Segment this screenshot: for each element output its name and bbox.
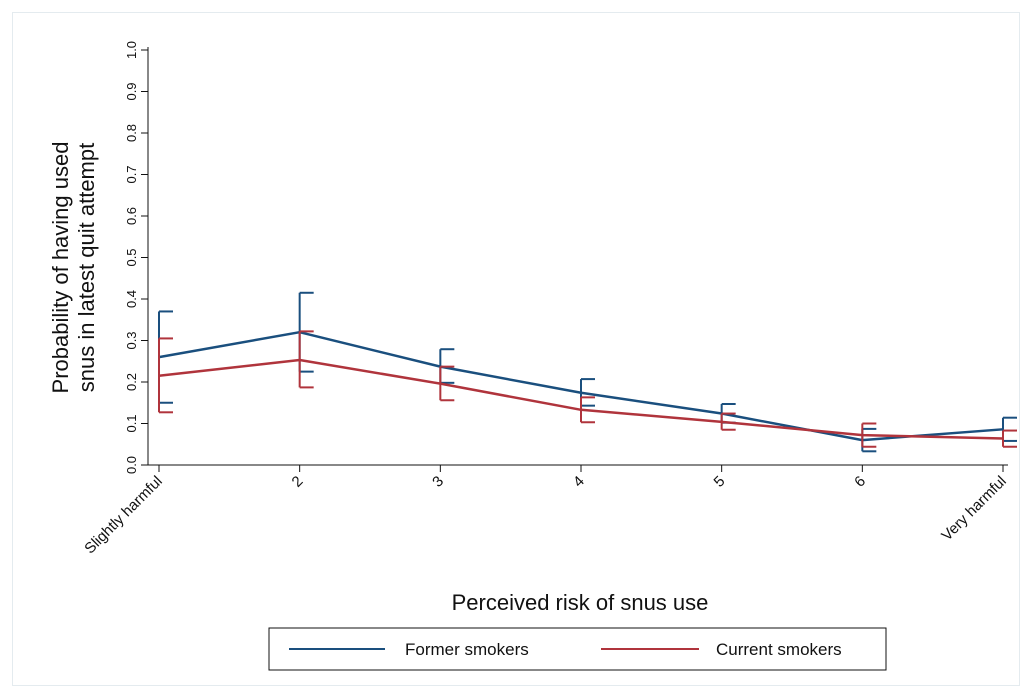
y-tick-label: 0.7 — [124, 165, 139, 183]
y-tick-label: 0.3 — [124, 331, 139, 349]
y-tick-label: 0.0 — [124, 456, 139, 474]
chart-frame: 0.0 0.1 0.2 0.3 0.4 0.5 0.6 0.7 0.8 0.9 1.0 Slight… — [12, 12, 1020, 686]
y-tick-label: 0.8 — [124, 124, 139, 142]
x-tick-label: 4 — [570, 473, 588, 491]
y-tick-label: 1.0 — [124, 41, 139, 59]
y-tick-label: 0.4 — [124, 290, 139, 308]
series-former-smokers — [158, 291, 1017, 453]
chart: 0.0 0.1 0.2 0.3 0.4 0.5 0.6 0.7 0.8 0.9 1.0 Slight… — [48, 41, 1017, 671]
y-axis-title-line-1: Probability of having used — [48, 142, 73, 394]
x-tick-label: 3 — [429, 473, 447, 491]
y-tick-label: 0.1 — [124, 414, 139, 432]
legend: Former smokers Current smokers — [268, 627, 887, 671]
plot-series — [158, 291, 1017, 453]
y-ticks: 0.0 0.1 0.2 0.3 0.4 0.5 0.6 0.7 0.8 0.9 1.0 — [124, 41, 148, 474]
y-tick-label: 0.2 — [124, 373, 139, 391]
y-tick-label: 0.5 — [124, 248, 139, 266]
x-tick-label: Very harmful — [938, 473, 1010, 545]
legend-label-current-smokers: Current smokers — [716, 640, 842, 659]
x-tick-label: 6 — [851, 473, 869, 491]
x-tick-label: 2 — [289, 473, 307, 491]
y-axis: 0.0 0.1 0.2 0.3 0.4 0.5 0.6 0.7 0.8 0.9 1.0 — [124, 41, 149, 474]
x-tick-label: 5 — [711, 473, 729, 491]
x-axis: Slightly harmful 2 3 4 5 6 Very harmful — [81, 464, 1010, 557]
x-ticks: Slightly harmful 2 3 4 5 6 Very harmful — [81, 465, 1010, 557]
x-axis-title: Perceived risk of snus use — [452, 590, 709, 615]
series-current-smokers — [158, 330, 1017, 448]
series-line — [158, 358, 1004, 440]
y-axis-title-line-2: snus in latest quit attempt — [74, 143, 99, 392]
legend-label-former-smokers: Former smokers — [405, 640, 529, 659]
x-tick-label: Slightly harmful — [81, 473, 166, 558]
y-tick-label: 0.9 — [124, 82, 139, 100]
y-tick-label: 0.6 — [124, 207, 139, 225]
